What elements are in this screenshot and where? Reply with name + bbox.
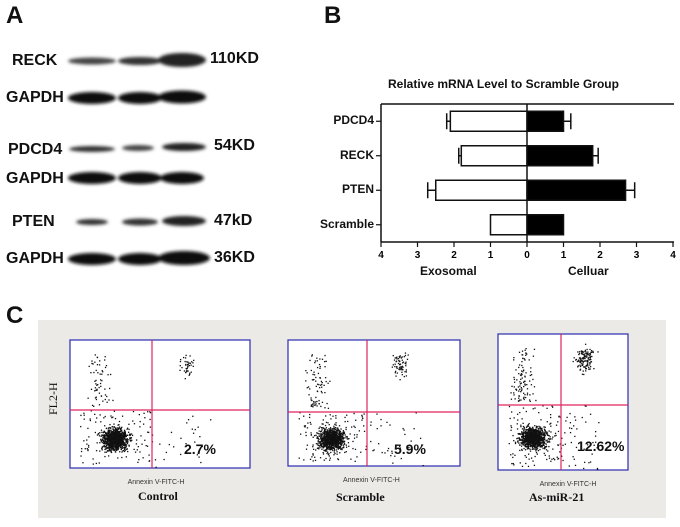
panel-c-letter: C: [6, 302, 24, 329]
category-label-pten: PTEN: [341, 182, 374, 197]
blot-size-gapdh: 36KD: [214, 249, 255, 266]
flow-plot-frame: [69, 339, 251, 469]
category-label-scramble: Scramble: [319, 216, 374, 231]
x-tick-label-5: 1: [561, 250, 567, 261]
band-gapdh3-2: [118, 253, 162, 265]
blot-label-pten: PTEN: [12, 213, 55, 230]
bar-exosomal-scramble: [489, 214, 528, 236]
flow-caption-2: Scramble: [336, 490, 385, 504]
x-label-celluar: Celluar: [568, 264, 609, 278]
x-tick-label-4: 0: [524, 250, 530, 261]
flow-caption-1: Control: [138, 489, 178, 503]
flow-percent-3: 12.62%: [577, 438, 625, 454]
flow-events: [80, 354, 212, 468]
flow-plot-2: [287, 339, 461, 467]
panel-a-letter: A: [6, 2, 24, 29]
band-gapdh1-1: [68, 92, 116, 104]
bar-exosomal-reck: [460, 145, 528, 167]
bar-celluar-reck: [526, 145, 594, 167]
x-tick-label-0: 4: [378, 250, 384, 261]
band-gapdh1-3: [158, 90, 206, 104]
chart-title: Relative mRNA Level to Scramble Group: [388, 77, 619, 91]
band-gapdh3-3: [158, 251, 210, 265]
band-gapdh3-1: [68, 253, 116, 265]
x-tick-label-7: 3: [634, 250, 640, 261]
band-pten-1: [76, 219, 108, 225]
flow-xlabel-1: Annexin V-FITC-H: [127, 479, 185, 486]
flow-events: [298, 352, 424, 467]
category-label-reck: RECK: [339, 147, 374, 162]
flow-xlabel-2: Annexin V-FITC-H: [343, 477, 400, 484]
band-pten-3: [162, 216, 206, 226]
flow-plot-frame: [497, 333, 629, 471]
band-pdcd4-2: [122, 145, 154, 151]
bar-exosomal-pdcd4: [449, 110, 528, 132]
blot-label-pdcd4: PDCD4: [8, 141, 63, 158]
blot-size-pdcd4: 54KD: [214, 137, 255, 154]
band-gapdh2-2: [118, 172, 162, 184]
band-pdcd4-3: [162, 143, 206, 151]
band-gapdh2-1: [68, 172, 116, 184]
band-gapdh1-2: [118, 92, 162, 104]
x-tick-label-3: 1: [488, 250, 494, 261]
band-gapdh2-3: [160, 172, 204, 184]
flow-percent-1: 2.7%: [184, 441, 216, 457]
band-reck-1: [68, 57, 116, 65]
blot-label-gapdh-1: GAPDH: [6, 89, 64, 106]
flow-caption-3: As-miR-21: [529, 490, 585, 504]
panel-b-letter: B: [324, 2, 342, 29]
blot-label-gapdh-2: GAPDH: [6, 170, 64, 187]
x-tick-label-2: 2: [451, 250, 457, 261]
band-pdcd4-1: [69, 146, 115, 152]
flow-percent-2: 5.9%: [394, 441, 426, 457]
blot-size-reck: 110KD: [210, 50, 259, 67]
blot-size-pten: 47kD: [214, 212, 253, 229]
blot-label-reck: RECK: [12, 52, 58, 69]
x-tick-label-6: 2: [597, 250, 603, 261]
band-reck-3: [158, 53, 206, 67]
flow-plot-1: [69, 339, 251, 469]
band-pten-2: [122, 218, 158, 226]
bar-celluar-scramble: [526, 214, 565, 236]
x-label-exosomal: Exosomal: [420, 264, 477, 278]
bar-celluar-pdcd4: [526, 110, 565, 132]
category-label-pdcd4: PDCD4: [333, 113, 374, 128]
x-tick-label-8: 4: [670, 250, 676, 261]
band-reck-2: [118, 57, 162, 65]
bar-celluar-pten: [526, 179, 627, 201]
flow-events: [508, 343, 600, 471]
x-tick-label-1: 3: [415, 250, 421, 261]
bar-exosomal-pten: [435, 179, 528, 201]
flow-plot-3: [497, 333, 629, 471]
blot-label-gapdh-3: GAPDH: [6, 250, 64, 267]
flow-xlabel-3: Annexin V-FITC-H: [539, 481, 597, 488]
